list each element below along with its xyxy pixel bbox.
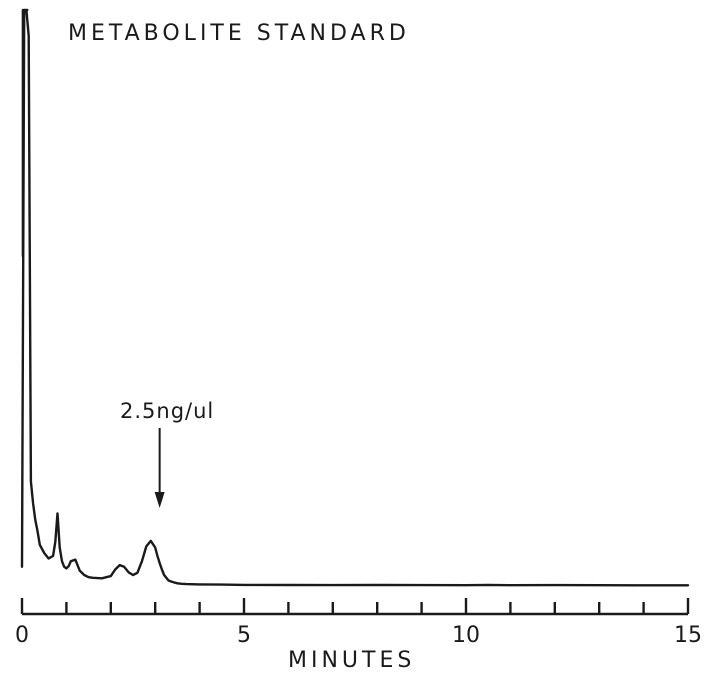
annotation-arrow-head: [154, 492, 165, 508]
chromatogram-trace-0: [20, 8, 690, 587]
annotation-label: 2.5ng/ul: [120, 399, 214, 423]
x-tick-label: 15: [674, 623, 702, 648]
trace-layer: [20, 8, 690, 587]
annotation-layer: 2.5ng/ul: [120, 399, 214, 508]
x-tick-label: 0: [15, 623, 29, 648]
x-tick-label: 10: [452, 623, 480, 648]
chart-title: METABOLITE STANDARD: [68, 21, 410, 46]
x-axis: 0 5 10 15: [15, 598, 702, 648]
x-axis-label: MINUTES: [288, 648, 415, 673]
x-tick-label: 5: [237, 623, 251, 648]
